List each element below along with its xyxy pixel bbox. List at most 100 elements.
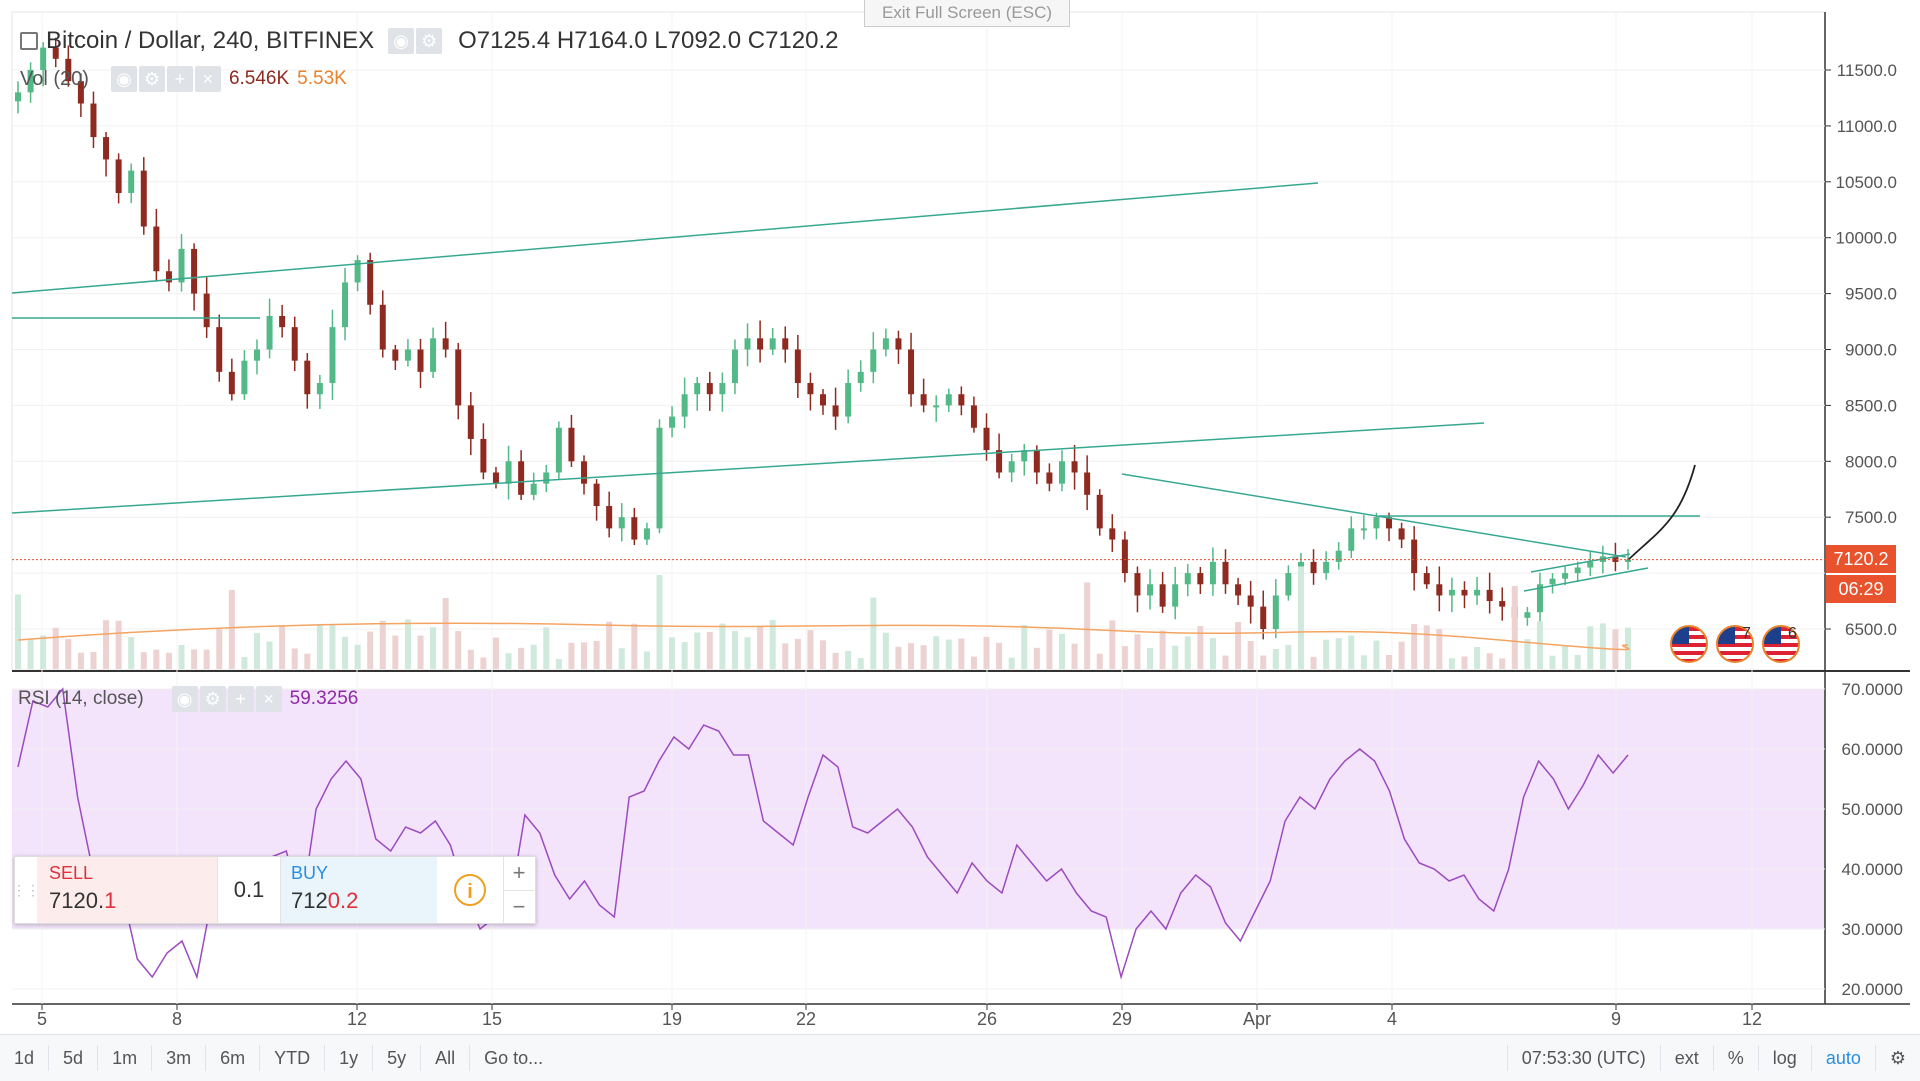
candle-body (1222, 561, 1229, 585)
volume-bar (1159, 630, 1166, 669)
candle-body (782, 338, 789, 350)
volume-bar (203, 649, 210, 669)
percent-toggle[interactable]: % (1712, 1045, 1758, 1071)
candle-body (1147, 584, 1154, 596)
volume-bar (543, 627, 550, 669)
auto-toggle[interactable]: auto (1810, 1045, 1875, 1071)
drag-handle-icon[interactable]: ⋮⋮ (12, 881, 40, 898)
range-5d[interactable]: 5d (49, 1045, 99, 1071)
volume-bar (694, 632, 701, 669)
volume-bar (342, 636, 349, 669)
volume-bar (1511, 585, 1518, 669)
eye-icon[interactable]: ◉ (171, 686, 198, 712)
us-flag-icon[interactable] (1670, 625, 1708, 663)
us-flag-icon[interactable] (1762, 625, 1800, 663)
volume-bar (568, 642, 575, 669)
candle-body (820, 394, 826, 406)
candle-body (1411, 539, 1418, 574)
candle-body (530, 483, 537, 495)
goto-button[interactable]: Go to... (484, 1048, 544, 1068)
candle-body (140, 170, 147, 227)
settings-icon[interactable]: ⚙ (138, 66, 165, 92)
ext-toggle[interactable]: ext (1659, 1045, 1713, 1071)
volume-bar (1172, 645, 1179, 669)
log-toggle[interactable]: log (1757, 1045, 1811, 1071)
price-tick-label: 10000.0 (1836, 229, 1897, 248)
volume-bar (1474, 647, 1481, 669)
volume-bar (329, 624, 336, 669)
candle-body (1448, 589, 1455, 596)
legend-tools[interactable]: ◉ ⚙ (388, 28, 443, 54)
candle-body (90, 103, 97, 138)
us-flag-icon[interactable] (1716, 625, 1754, 663)
volume-bar (933, 636, 940, 669)
range-ytd[interactable]: YTD (260, 1045, 326, 1071)
range-all[interactable]: All (421, 1045, 471, 1071)
candle-body (316, 383, 323, 395)
candle-body (1398, 528, 1405, 540)
info-button[interactable]: i (437, 857, 503, 923)
volume-bar (1058, 633, 1065, 669)
increase-button[interactable]: + (504, 857, 534, 891)
candle-body (203, 293, 210, 328)
settings-icon[interactable]: ⚙ (416, 28, 443, 54)
volume-bar (404, 619, 411, 669)
volume-bar (1386, 655, 1393, 669)
candle-body (1071, 461, 1078, 473)
sell-button[interactable]: SELL 7120.1 (37, 857, 217, 923)
close-icon[interactable]: × (255, 686, 282, 712)
candle-body (1084, 472, 1091, 495)
volume-bar (1574, 654, 1581, 669)
volume-bar (794, 638, 801, 669)
candle-body (40, 47, 47, 70)
range-1d[interactable]: 1d (0, 1045, 50, 1071)
volume-bar (807, 630, 814, 669)
candle-body (669, 416, 676, 428)
volume-bar (1272, 649, 1279, 669)
range-3m[interactable]: 3m (152, 1045, 207, 1071)
settings-icon[interactable]: ⚙ (199, 686, 226, 712)
rsi-tools[interactable]: ◉ ⚙ + × (171, 686, 282, 712)
volume-bar (228, 590, 235, 669)
close-icon[interactable]: × (194, 66, 221, 92)
candle-body (1335, 550, 1342, 562)
candle-body (279, 315, 286, 328)
eye-icon[interactable]: ◉ (388, 28, 415, 54)
event-count: 7 (1742, 625, 1751, 642)
add-icon[interactable]: + (166, 66, 193, 92)
candle-body (593, 483, 600, 507)
close-value: 7120.2 (765, 27, 839, 54)
volume-bar (1021, 624, 1028, 669)
volume-bar (266, 641, 273, 669)
exit-fullscreen-button[interactable]: Exit Full Screen (ESC) (864, 0, 1070, 27)
quantity-field[interactable]: 0.1 (217, 857, 281, 923)
add-icon[interactable]: + (227, 686, 254, 712)
buy-button[interactable]: BUY 7120.2 (281, 857, 437, 923)
range-1m[interactable]: 1m (98, 1045, 153, 1071)
candle-body (1310, 561, 1317, 574)
settings-icon[interactable]: ⚙ (1874, 1045, 1920, 1071)
volume-bar (103, 620, 110, 669)
range-5y[interactable]: 5y (373, 1045, 422, 1071)
range-1y[interactable]: 1y (325, 1045, 374, 1071)
rsi-legend: RSI (14, close) ◉ ⚙ + × 59.3256 (18, 686, 358, 712)
clock[interactable]: 07:53:30 (UTC) (1506, 1045, 1660, 1071)
volume-tools[interactable]: ◉ ⚙ + × (110, 66, 221, 92)
volume-bar (1373, 640, 1380, 669)
quantity-stepper[interactable]: + − (503, 857, 534, 923)
range-6m[interactable]: 6m (206, 1045, 261, 1071)
candle-body (945, 394, 952, 406)
collapse-icon[interactable] (20, 32, 38, 50)
candle-body (1260, 606, 1267, 629)
candle-body (807, 383, 814, 395)
candle-body (1386, 517, 1393, 529)
volume-bar (530, 644, 537, 669)
volume-bar (845, 650, 852, 669)
volume-bar (681, 642, 688, 669)
eye-icon[interactable]: ◉ (110, 66, 137, 92)
candle-body (153, 226, 160, 272)
economic-events[interactable] (1670, 625, 1808, 663)
rsi-value: 59.3256 (289, 688, 359, 709)
time-tick-label: 22 (796, 1009, 816, 1029)
decrease-button[interactable]: − (512, 893, 526, 919)
